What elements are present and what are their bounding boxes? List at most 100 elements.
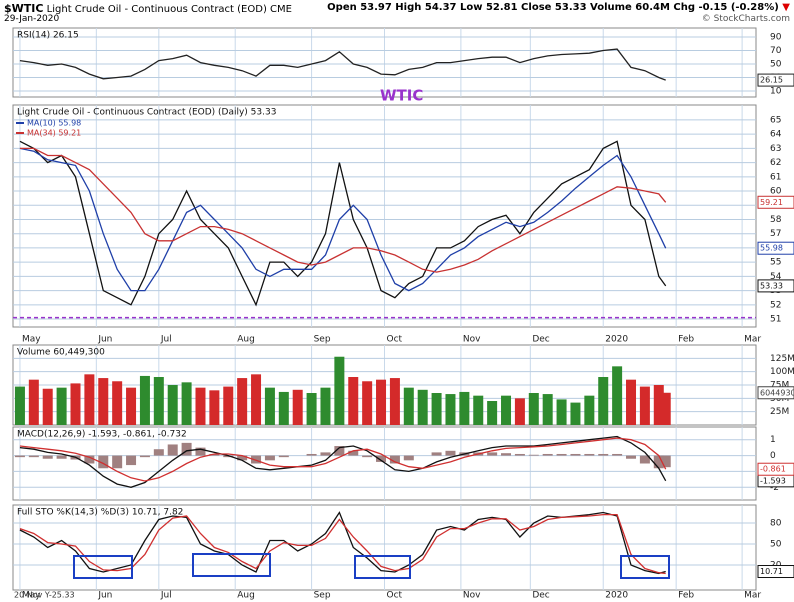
y-tick-label: 70 xyxy=(770,46,782,56)
value-tag-label: -1.593 xyxy=(760,476,786,485)
annotation-box xyxy=(620,555,670,579)
x-tick-label: 2020 xyxy=(605,591,628,601)
histogram-bar xyxy=(167,444,178,456)
date: 29-Jan-2020 xyxy=(4,14,60,24)
series-line xyxy=(19,513,666,575)
volume-bar xyxy=(542,394,553,425)
histogram-bar xyxy=(209,453,220,456)
quote: Open 53.97 High 54.37 Low 52.81 Close 53… xyxy=(327,2,790,13)
volume-bar xyxy=(195,387,206,425)
value-tag xyxy=(757,386,794,400)
y-tick-label: 1 xyxy=(770,435,776,445)
value-tag-label: -0.861 xyxy=(760,465,786,474)
value-tag xyxy=(757,73,794,87)
volume-bar xyxy=(487,401,498,425)
volume-bar xyxy=(459,391,470,425)
x-tick-label: Jul xyxy=(160,591,172,601)
histogram-bar xyxy=(306,453,317,456)
x-tick-label: Aug xyxy=(237,591,255,601)
y-tick-label: 50 xyxy=(770,539,782,549)
series-line xyxy=(19,140,667,307)
x-tick-label: Feb xyxy=(678,335,694,345)
histogram-bar xyxy=(626,455,637,459)
volume-bar xyxy=(167,385,178,425)
symbol: $WTIC xyxy=(4,2,44,15)
volume-bar xyxy=(223,386,234,425)
volume-bar xyxy=(403,387,414,425)
histogram-bar xyxy=(334,446,345,456)
histogram-bar xyxy=(278,455,289,458)
value-tag xyxy=(757,241,794,255)
volume-bar xyxy=(528,393,539,425)
value-tag-label: 26.15 xyxy=(760,76,783,85)
volume-bar xyxy=(417,389,428,425)
histogram-bar xyxy=(320,452,331,456)
panel-title: MACD(12,26,9) -1.593, -0.861, -0.732 xyxy=(17,430,187,440)
series-line xyxy=(19,437,667,482)
y-tick-label: 10 xyxy=(770,86,782,96)
histogram-bar xyxy=(237,455,248,461)
x-tick-label: Mar xyxy=(744,335,761,345)
x-tick-label: Oct xyxy=(387,591,403,601)
series-line xyxy=(19,147,667,273)
volume-bar xyxy=(126,387,137,425)
histogram-bar xyxy=(570,453,581,456)
x-tick-label: Feb xyxy=(678,591,694,601)
volume-bar xyxy=(181,382,192,425)
histogram-bar xyxy=(598,453,609,456)
volume-bar xyxy=(431,393,442,425)
y-tick-label: 61 xyxy=(770,172,781,182)
annotation-box xyxy=(354,555,411,579)
header: $WTIC Light Crude Oil - Continuous Contr… xyxy=(4,2,790,15)
histogram-bar xyxy=(14,455,25,458)
y-tick-label: 58 xyxy=(770,215,782,225)
volume-bar xyxy=(514,398,525,425)
volume-bar xyxy=(112,381,123,425)
histogram-bar xyxy=(126,455,137,466)
y-tick-label: 0 xyxy=(770,451,776,461)
x-tick-label: Oct xyxy=(387,335,403,345)
panel-title: Volume 60,449,300 xyxy=(17,348,105,358)
histogram-bar xyxy=(660,455,671,468)
histogram-bar xyxy=(98,455,109,469)
y-tick-label: 54 xyxy=(770,272,782,282)
histogram-bar xyxy=(56,455,67,459)
volume-bar xyxy=(56,387,67,425)
y-tick-label: 50 xyxy=(770,59,782,69)
volume-bar xyxy=(626,379,637,425)
y-tick-label: 57 xyxy=(770,229,781,239)
panel-title: RSI(14) 26.15 xyxy=(17,31,79,41)
histogram-bar xyxy=(528,454,539,456)
volume-bar xyxy=(139,375,150,425)
volume-bar xyxy=(251,374,262,425)
volume-bar xyxy=(445,394,456,425)
y-tick-label: 62 xyxy=(770,158,781,168)
annotation-box xyxy=(73,555,133,579)
histogram-bar xyxy=(139,455,150,458)
credit: © StockCharts.com xyxy=(701,14,790,24)
volume-bar xyxy=(389,378,400,425)
y-tick-label: 65 xyxy=(770,115,781,125)
y-tick-label: 60 xyxy=(770,187,782,197)
value-tag-label: 59.21 xyxy=(760,198,783,207)
volume-bar xyxy=(348,377,359,425)
volume-bar xyxy=(237,378,248,425)
y-tick-label: 64 xyxy=(770,130,782,140)
panel-title: Light Crude Oil - Continuous Contract (E… xyxy=(17,108,276,118)
legend-label: MA(34) 59.21 xyxy=(27,129,81,138)
histogram-bar xyxy=(195,447,206,456)
histogram-bar xyxy=(376,455,387,462)
histogram-bar xyxy=(445,450,456,456)
volume-bar xyxy=(584,395,595,425)
y-tick-label: 63 xyxy=(770,144,781,154)
histogram-bar xyxy=(362,455,373,458)
histogram-bar xyxy=(584,453,595,456)
y-tick-label: 75M xyxy=(770,381,789,391)
volume-bar xyxy=(334,356,345,425)
y-tick-label: 125M xyxy=(770,354,794,364)
volume-bar xyxy=(501,395,512,425)
volume-bar xyxy=(473,395,484,425)
x-tick-label: Nov xyxy=(463,335,481,345)
